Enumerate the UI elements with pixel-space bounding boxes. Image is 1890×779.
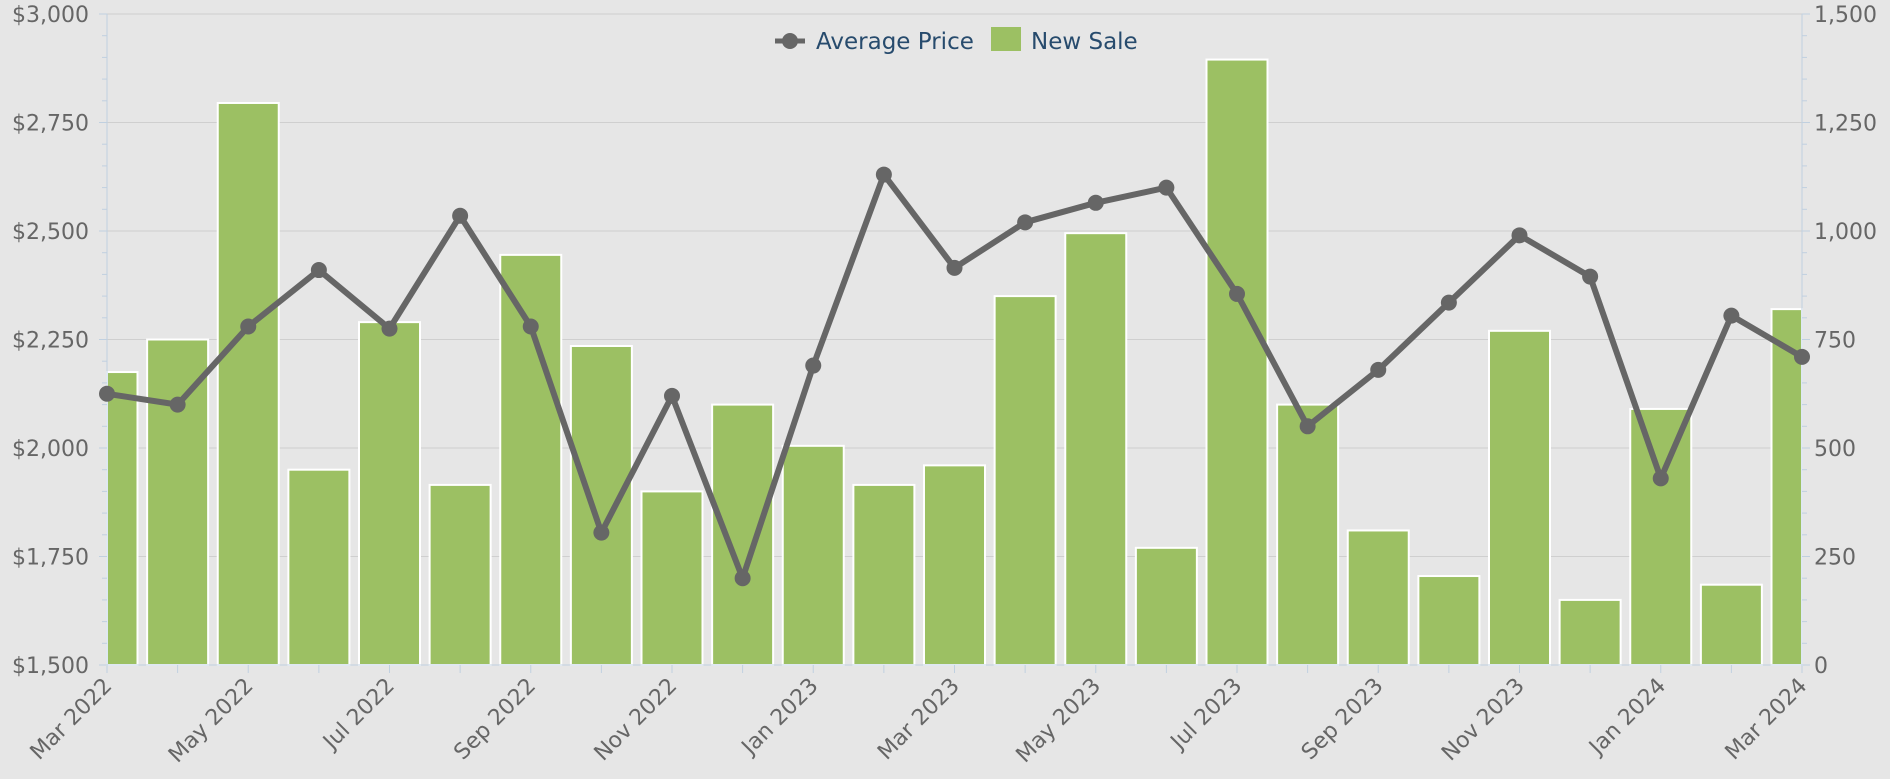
bar-new-sale[interactable] [1134, 546, 1198, 667]
legend-item-new-sale[interactable]: New Sale [991, 27, 1138, 55]
bar-new-sale[interactable] [1488, 329, 1551, 666]
average-price-point[interactable] [522, 318, 539, 335]
bar-new-sale[interactable] [1346, 529, 1410, 667]
axes [99, 13, 1810, 673]
average-price-point[interactable] [1582, 268, 1599, 285]
average-price-point[interactable] [664, 387, 680, 404]
average-price-point[interactable] [1794, 348, 1810, 365]
left-axis-tick-label: $1,750 [12, 546, 89, 571]
right-axis-tick-label: 1,250 [1814, 112, 1877, 137]
average-price-point[interactable] [875, 166, 892, 183]
x-axis-tick-label: Sep 2022 [449, 674, 541, 766]
legend-label-new-sale: New Sale [1031, 29, 1138, 55]
x-axis-tick-label: Jan 2023 [736, 674, 824, 762]
bar-new-sale[interactable] [569, 345, 633, 666]
legend-label-average-price: Average Price [816, 29, 974, 55]
right-axis-tick-labels: 0 250 500 750 1,000 1,250 1,500 [1814, 3, 1877, 679]
bar-new-sale[interactable] [993, 295, 1057, 666]
x-axis-tick-label: Mar 2022 [26, 674, 118, 766]
bar-new-sale[interactable] [781, 444, 845, 666]
bar-new-sale[interactable] [106, 371, 139, 666]
average-price-point[interactable] [1229, 285, 1245, 302]
x-axis-tick-label: Mar 2023 [873, 674, 965, 766]
average-price-point[interactable] [1511, 227, 1528, 244]
average-price-point[interactable] [1440, 294, 1457, 311]
left-axis-tick-label: $2,250 [12, 329, 89, 354]
left-axis-tick-label: $1,500 [12, 654, 89, 679]
bar-new-sale[interactable] [216, 101, 280, 667]
average-price-point[interactable] [1723, 307, 1740, 324]
x-axis-tick-label: Jan 2024 [1583, 674, 1671, 762]
x-axis-tick-label: Jul 2022 [317, 674, 399, 756]
average-price-point[interactable] [99, 385, 115, 402]
left-axis-tick-label: $2,000 [12, 437, 89, 462]
bar-new-sale[interactable] [711, 403, 775, 666]
average-price-point[interactable] [169, 396, 186, 413]
bar-new-sale[interactable] [1629, 407, 1693, 666]
right-axis-tick-label: 1,000 [1814, 220, 1877, 245]
right-axis-tick-label: 250 [1814, 546, 1856, 571]
average-price-point[interactable] [452, 207, 469, 224]
x-axis-tick-label: Jul 2023 [1165, 674, 1247, 756]
right-axis-tick-label: 0 [1814, 654, 1828, 679]
average-price-point[interactable] [1158, 179, 1175, 196]
bar-new-sale[interactable] [428, 483, 492, 667]
right-axis-tick-label: 500 [1814, 437, 1856, 462]
bar-new-sale[interactable] [499, 253, 563, 666]
left-axis-tick-label: $2,500 [12, 220, 89, 245]
x-axis-tick-label: Nov 2022 [590, 674, 683, 767]
x-axis-tick-labels: Mar 2022 May 2022 Jul 2022 Sep 2022 Nov 2022… [26, 674, 1813, 768]
average-price-point[interactable] [805, 357, 822, 374]
bar-new-sale[interactable] [146, 338, 210, 666]
bar-new-sale[interactable] [852, 483, 916, 667]
new-sale-bars [106, 58, 1803, 667]
bar-new-sale[interactable] [1064, 232, 1128, 666]
average-price-point[interactable] [946, 259, 963, 276]
x-axis-tick-label: Nov 2023 [1437, 674, 1530, 767]
x-axis-tick-label: Sep 2023 [1297, 674, 1389, 766]
average-price-point[interactable] [240, 318, 257, 335]
bar-new-sale[interactable] [358, 321, 421, 666]
bar-new-sale[interactable] [1205, 58, 1269, 666]
average-price-point[interactable] [1370, 361, 1387, 378]
average-price-point[interactable] [1299, 418, 1316, 435]
left-axis-tick-label: $3,000 [12, 3, 89, 28]
x-axis-tick-label: May 2022 [164, 674, 258, 768]
legend[interactable]: Average Price New Sale [775, 27, 1138, 55]
bar-new-sale[interactable] [1558, 598, 1622, 667]
legend-dot-marker [782, 33, 798, 49]
bar-new-sale[interactable] [640, 490, 704, 666]
average-price-point[interactable] [1017, 214, 1034, 231]
average-price-point[interactable] [1087, 194, 1104, 211]
average-price-point[interactable] [593, 524, 610, 541]
x-axis-tick-label: May 2023 [1012, 674, 1106, 768]
bar-new-sale[interactable] [1699, 583, 1763, 667]
legend-bar-marker [991, 27, 1021, 51]
bar-new-sale[interactable] [1417, 575, 1481, 667]
right-axis-tick-label: 1,500 [1814, 3, 1877, 28]
left-axis-tick-label: $2,750 [12, 112, 89, 137]
left-axis-tick-labels: $1,500 $1,750 $2,000 $2,250 $2,500 $2,750 $3,0… [12, 3, 89, 679]
bar-new-sale[interactable] [287, 468, 351, 667]
average-price-point[interactable] [310, 262, 327, 279]
average-price-point[interactable] [1652, 470, 1669, 487]
x-axis-tick-label: Mar 2024 [1721, 674, 1813, 766]
bar-new-sale[interactable] [1276, 403, 1340, 666]
average-price-point[interactable] [734, 570, 751, 587]
legend-item-average-price[interactable]: Average Price [775, 29, 974, 55]
right-axis-tick-label: 750 [1814, 329, 1856, 354]
average-price-line [99, 166, 1810, 587]
bar-new-sale[interactable] [923, 464, 986, 666]
average-price-point[interactable] [381, 320, 398, 337]
